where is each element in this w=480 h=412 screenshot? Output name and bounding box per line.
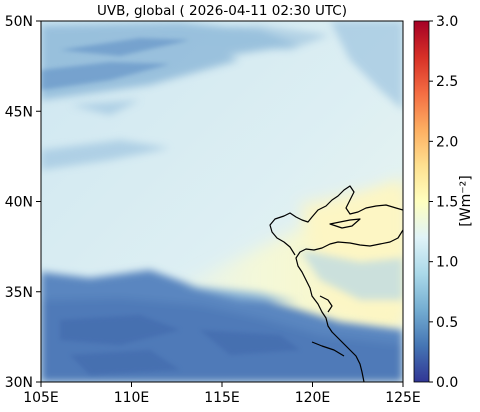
colorbar-tick-label: 1.0 [436, 255, 458, 271]
colorbar-tick-label: 3.0 [436, 14, 458, 30]
lon-tick-label: 125E [385, 390, 421, 406]
lat-tick-label: 30N [5, 375, 33, 391]
longitude-axis: 105E 110E 115E 120E 125E [23, 382, 421, 406]
coastline [269, 185, 403, 382]
lat-tick-label: 50N [5, 14, 33, 30]
colorbar-axis: 0.0 0.5 1.0 1.5 2.0 2.5 3.0 [429, 14, 458, 391]
lon-tick-label: 120E [295, 390, 331, 406]
colorbar-tick-label: 0.5 [436, 315, 458, 331]
lon-tick-label: 110E [114, 390, 150, 406]
uvb-field [41, 21, 403, 382]
colorbar-tick-label: 1.5 [436, 195, 458, 211]
colorbar-label: [Wm⁻²] [458, 175, 474, 226]
lon-tick-label: 115E [204, 390, 240, 406]
colorbar-bar [413, 20, 430, 383]
lat-tick-label: 45N [5, 104, 33, 120]
map-title: UVB, global ( 2026-04-11 02:30 UTC) [97, 3, 347, 19]
colorbar-tick-label: 2.5 [436, 74, 458, 90]
lon-tick-label: 105E [23, 390, 59, 406]
colorbar-tick-label: 0.0 [436, 375, 458, 391]
colorbar-tick-label: 2.0 [436, 134, 458, 150]
latitude-axis: 50N 45N 40N 35N 30N [5, 14, 41, 391]
lat-tick-label: 35N [5, 285, 33, 301]
lat-tick-label: 40N [5, 195, 33, 211]
